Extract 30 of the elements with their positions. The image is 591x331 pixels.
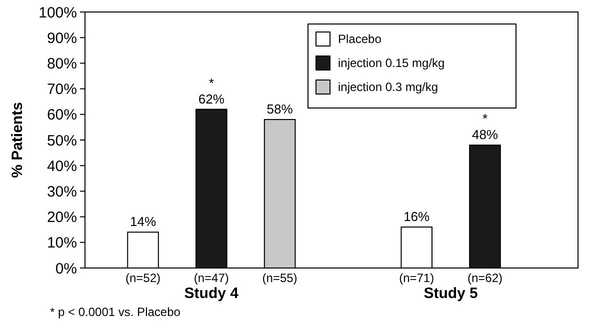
y-tick-label: 80% bbox=[46, 55, 77, 72]
legend-label: injection 0.3 mg/kg bbox=[338, 80, 438, 94]
y-tick-label: 30% bbox=[46, 183, 77, 200]
y-tick-label: 20% bbox=[46, 209, 77, 226]
legend-label: injection 0.15 mg/kg bbox=[338, 56, 445, 70]
data-label: 58% bbox=[266, 102, 294, 117]
data-label: 16% bbox=[404, 209, 430, 224]
x-tick-label: (n=71) bbox=[399, 271, 434, 285]
x-tick-label: (n=47) bbox=[194, 271, 229, 285]
data-label: 62% bbox=[198, 91, 225, 106]
data-label: 48% bbox=[472, 127, 498, 142]
annotation: * bbox=[208, 75, 214, 90]
y-axis-title: % Patients bbox=[9, 102, 26, 178]
y-tick-label: 60% bbox=[46, 106, 77, 124]
text: Study 5 bbox=[424, 285, 478, 302]
y-tick-label: 50% bbox=[46, 132, 77, 150]
y-tick-label: 90% bbox=[46, 30, 77, 47]
text: Study 4 bbox=[184, 285, 240, 302]
y-tick-label: 100% bbox=[38, 4, 77, 22]
legend-label: Placebo bbox=[338, 32, 382, 46]
annotation: * bbox=[482, 111, 488, 126]
y-tick-label: 10% bbox=[46, 234, 77, 252]
y-tick-label: 40% bbox=[46, 158, 77, 175]
x-tick-label: (n=55) bbox=[262, 271, 298, 285]
x-tick-label: (n=52) bbox=[125, 271, 161, 285]
y-tick-label: 0% bbox=[55, 260, 77, 278]
y-tick-label: 70% bbox=[46, 81, 77, 98]
data-label: 14% bbox=[130, 214, 156, 230]
text: * p < 0.0001 vs. Placebo bbox=[50, 305, 181, 319]
x-tick-label: (n=62) bbox=[467, 271, 503, 285]
